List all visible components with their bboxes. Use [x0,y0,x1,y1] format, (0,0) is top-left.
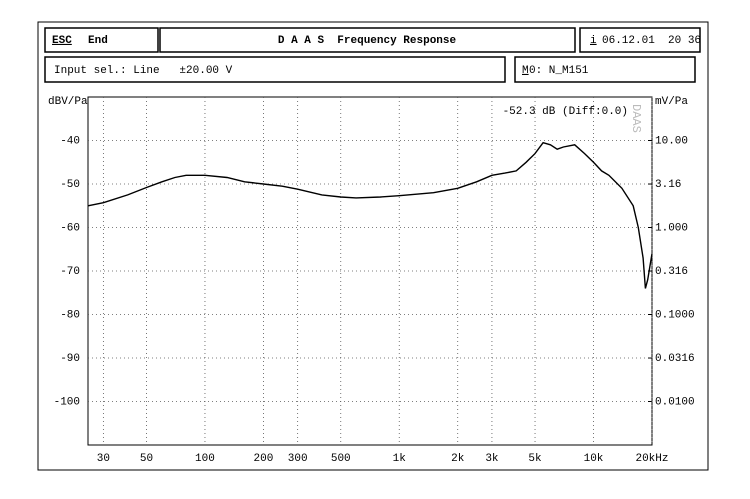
y2-tick-label: 10.00 [655,135,688,147]
x-tick-label: 30 [97,453,110,465]
response-curve [87,141,653,289]
y-axis-label: dBV/Pa [48,96,88,108]
input-selection: Input sel.: Line ±20.00 V [54,65,233,77]
esc-key[interactable]: ESC [52,35,72,47]
x-tick-label: 2k [451,453,465,465]
datetime-box[interactable] [579,27,701,53]
memory-box[interactable] [514,56,696,83]
y-tick-label: -100 [54,396,80,408]
y-tick-label: -60 [60,222,80,234]
memory-key[interactable]: M [522,65,529,77]
annotation: -52.3 dB (Diff:0.0) [503,106,628,118]
y-tick-label: -70 [60,266,80,278]
y-tick-label: -50 [60,179,80,191]
y2-tick-label: 0.0316 [655,353,695,365]
y-tick-label: -90 [60,353,80,365]
window-title: D A A S Frequency Response [278,35,457,47]
x-tick-label: 10k [584,453,604,465]
y-tick-label: -40 [60,135,80,147]
y-tick-label: -80 [60,309,80,321]
plot-area [87,96,653,446]
x-tick-label: 1k [393,453,407,465]
title-box [159,27,576,53]
x-tick-label: 20kHz [635,453,668,465]
x-tick-label: 3k [485,453,499,465]
memory-name: 0: N_M151 [529,65,589,77]
y2-tick-label: 0.0100 [655,396,695,408]
y2-tick-label: 3.16 [655,179,681,191]
y2-tick-label: 1.000 [655,222,688,234]
datetime: 06.12.01 20 36 [602,35,701,47]
x-tick-label: 200 [254,453,274,465]
end-label[interactable]: End [88,35,108,47]
x-tick-label: 100 [195,453,215,465]
input-box [44,56,506,83]
x-tick-label: 5k [528,453,542,465]
y2-axis-label: mV/Pa [655,96,688,108]
x-tick-label: 50 [140,453,153,465]
x-tick-label: 500 [331,453,351,465]
info-key[interactable]: i [590,35,597,47]
esc-button[interactable] [44,27,159,53]
plot: dBV/Pa mV/Pa -52.3 dB (Diff:0.0) DAAS -4… [48,96,695,465]
x-tick-label: 300 [288,453,308,465]
y2-tick-label: 0.1000 [655,309,695,321]
y2-tick-label: 0.316 [655,266,688,278]
watermark: DAAS [629,104,643,133]
